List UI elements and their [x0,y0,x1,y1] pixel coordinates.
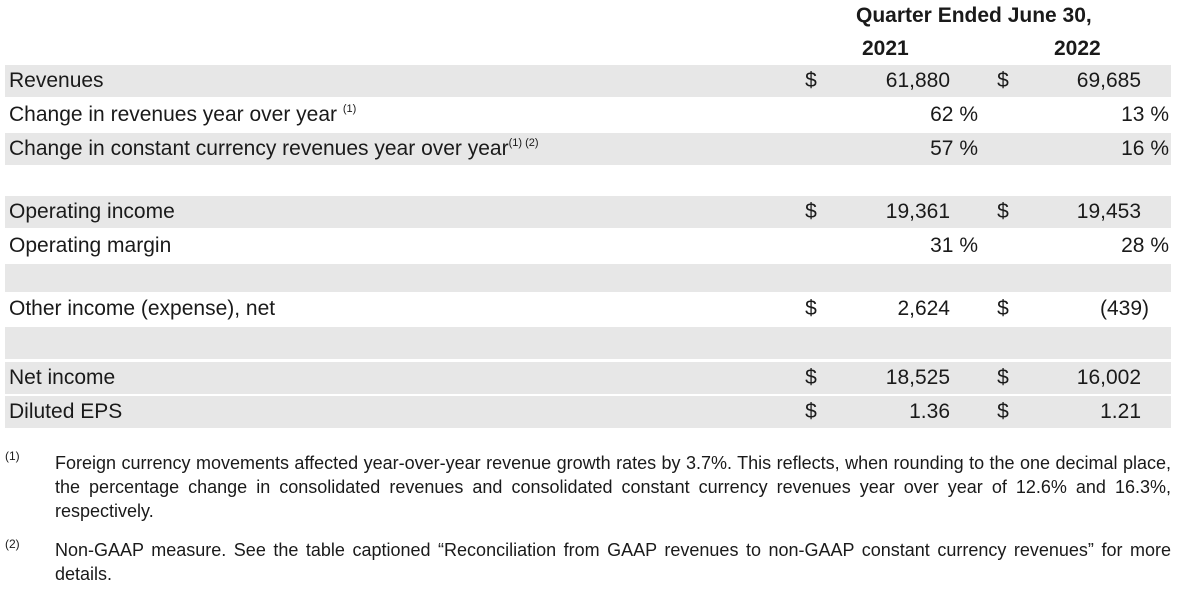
value-2021: 1.36 [909,400,950,423]
value-2021: 57 % [930,137,978,160]
table-row-revenue-change: Change in revenues year over year (1) 62… [5,99,1171,131]
table-row-operating-margin: Operating margin 31 % 28 % [5,230,1171,262]
value-2021: 62 % [930,103,978,126]
currency-symbol-2022: $ [997,200,1009,223]
value-2021: 31 % [930,234,978,257]
row-label: Revenues [9,69,104,92]
currency-symbol-2021: $ [805,400,817,423]
value-2022: 13 % [1121,103,1169,126]
footnote-2-marker: (2) [5,537,20,551]
currency-symbol-2022: $ [997,366,1009,389]
value-2022: 28 % [1121,234,1169,257]
value-2021: 19,361 [885,200,950,223]
currency-symbol-2022: $ [997,400,1009,423]
row-label: Diluted EPS [9,400,123,423]
value-2022: (439) [1099,297,1149,320]
footnote-1-text: Foreign currency movements affected year… [55,453,1171,521]
table-row-spacer [5,264,1171,292]
currency-symbol-2021: $ [805,200,817,223]
table-row-other-income: Other income (expense), net $ 2,624 $ (4… [5,293,1171,325]
table-row-net-income: Net income $ 18,525 $ 16,002 [5,362,1171,394]
row-label: Net income [9,366,116,389]
column-header-2022: 2022 [1054,37,1101,60]
footnote-ref: (1) [342,103,357,115]
value-2022: 69,685 [1076,69,1141,92]
currency-symbol-2021: $ [805,297,817,320]
currency-symbol-2021: $ [805,366,817,389]
currency-symbol-2022: $ [997,297,1009,320]
row-label: Change in revenues year over year (1) [9,99,356,131]
row-label-text: Change in revenues year over year [9,103,338,126]
table-row-constant-currency-change: Change in constant currency revenues yea… [5,133,1171,165]
value-2022: 16 % [1121,137,1169,160]
currency-symbol-2021: $ [805,69,817,92]
value-2021: 18,525 [885,366,950,389]
footnote-2-text: Non-GAAP measure. See the table captione… [55,540,1171,584]
footnote-ref: (1) (2) [508,137,539,149]
value-2022: 16,002 [1076,366,1141,389]
row-label: Change in constant currency revenues yea… [9,133,539,165]
row-label: Operating income [9,200,175,223]
table-row-operating-income: Operating income $ 19,361 $ 19,453 [5,196,1171,228]
column-group-title: Quarter Ended June 30, [856,4,1092,27]
table-row-diluted-eps: Diluted EPS $ 1.36 $ 1.21 [5,396,1171,428]
value-2021: 2,624 [897,297,950,320]
table-row-revenues: Revenues $ 61,880 $ 69,685 [5,65,1171,97]
currency-symbol-2022: $ [997,69,1009,92]
row-label: Operating margin [9,234,172,257]
column-header-2021: 2021 [862,37,909,60]
value-2022: 19,453 [1076,200,1141,223]
row-label-text: Change in constant currency revenues yea… [9,137,509,160]
value-2022: 1.21 [1100,400,1141,423]
value-2021: 61,880 [885,69,950,92]
row-label: Other income (expense), net [9,297,276,320]
table-row-spacer [5,327,1171,359]
footnote-1-marker: (1) [5,449,20,463]
